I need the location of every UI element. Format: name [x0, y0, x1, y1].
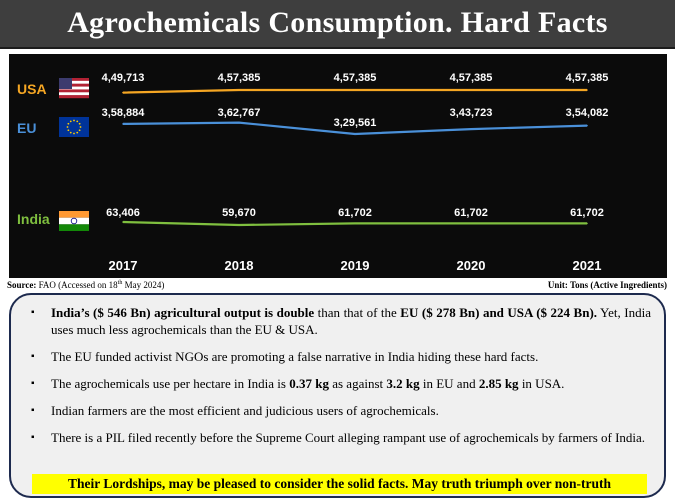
- fact-text: EU ($ 278 Bn) and USA ($ 224 Bn).: [400, 305, 598, 320]
- data-point: [470, 89, 472, 91]
- callout-banner: Their Lordships, may be pleased to consi…: [32, 474, 647, 494]
- legend-label-usa: USA: [17, 81, 47, 97]
- data-label: 3,29,561: [334, 117, 377, 129]
- data-label: 63,406: [106, 207, 140, 219]
- facts-list: ▪ India’s ($ 546 Bn) agricultural output …: [31, 304, 651, 456]
- data-label: 59,670: [222, 207, 256, 219]
- x-tick-label: 2017: [109, 258, 138, 273]
- fact-text: India’s ($ 546 Bn) agricultural output i…: [51, 305, 315, 320]
- data-label: 3,43,723: [450, 107, 493, 119]
- fact-text: in EU and: [419, 376, 479, 391]
- data-point: [354, 89, 356, 91]
- title-bar: Agrochemicals Consumption. Hard Facts: [0, 0, 675, 49]
- page-title: Agrochemicals Consumption. Hard Facts: [67, 6, 608, 39]
- data-label: 3,58,884: [102, 107, 146, 119]
- data-point: [470, 128, 472, 130]
- data-point: [586, 89, 588, 91]
- fact-text: 3.2 kg: [386, 376, 420, 391]
- data-label: 3,54,082: [566, 107, 609, 119]
- x-tick-label: 2018: [225, 258, 254, 273]
- india-flag: [59, 211, 89, 231]
- fact-text: as against: [328, 376, 387, 391]
- x-tick-label: 2021: [573, 258, 602, 273]
- fact-item: ▪ India’s ($ 546 Bn) agricultural output …: [31, 304, 651, 338]
- data-label: 4,57,385: [218, 72, 261, 84]
- square-bullet-icon: ▪: [31, 351, 35, 362]
- source-text-after: May 2024): [122, 280, 165, 290]
- data-point: [354, 133, 356, 135]
- data-point: [122, 221, 124, 223]
- source-superscript: th: [117, 280, 123, 286]
- x-tick-label: 2019: [341, 258, 370, 273]
- legend-label-eu: EU: [17, 120, 36, 136]
- fact-text: Indian farmers are the most efficient an…: [51, 403, 439, 418]
- data-point: [586, 222, 588, 225]
- data-point: [470, 222, 472, 225]
- square-bullet-icon: ▪: [31, 307, 35, 318]
- square-bullet-icon: ▪: [31, 432, 35, 443]
- fact-text: 0.37 kg: [289, 376, 329, 391]
- data-point: [238, 224, 240, 226]
- source-text: FAO (Accessed on 18: [38, 280, 118, 290]
- data-point: [238, 89, 240, 91]
- line-chart: 4,49,713 4,57,385 4,57,385 4,57,385 4,57,385…: [17, 72, 609, 273]
- fact-text: There is a PIL filed recently before the…: [51, 430, 646, 445]
- data-label: 4,49,713: [102, 72, 145, 84]
- data-point: [238, 121, 240, 124]
- square-bullet-icon: ▪: [31, 405, 35, 416]
- unit-note: Unit: Tons (Active Ingredients): [547, 280, 667, 290]
- fact-text: in USA.: [518, 376, 565, 391]
- data-label: 4,57,385: [334, 72, 377, 84]
- chart-panel: 4,49,713 4,57,385 4,57,385 4,57,385 4,57,385…: [9, 54, 667, 278]
- eu-flag: [59, 117, 89, 137]
- fact-item: ▪ The EU funded activist NGOs are promoti…: [31, 348, 651, 365]
- fact-text: 2.85 kg: [478, 376, 519, 391]
- data-label: 3,62,767: [218, 107, 261, 119]
- facts-box: ▪ India’s ($ 546 Bn) agricultural output …: [9, 293, 666, 498]
- x-tick-label: 2020: [457, 258, 486, 273]
- source-label: Source:: [7, 280, 37, 290]
- source-note: Source: FAO (Accessed on 18th May 2024): [7, 280, 164, 290]
- data-point: [354, 222, 356, 225]
- data-point: [122, 91, 124, 94]
- fact-text: Yet, India uses much less agrochemicals …: [51, 305, 651, 337]
- data-label: 4,57,385: [566, 72, 609, 84]
- fact-text: The EU funded activist NGOs are promotin…: [51, 349, 539, 364]
- data-label: 61,702: [454, 207, 488, 219]
- fact-text: than that of the: [314, 305, 401, 320]
- fact-item: ▪ The agrochemicals use per hectare in In…: [31, 375, 651, 392]
- data-point: [586, 124, 588, 127]
- data-label: 4,57,385: [450, 72, 493, 84]
- fact-item: ▪ There is a PIL filed recently before th…: [31, 429, 651, 446]
- data-point: [122, 123, 124, 125]
- data-label: 61,702: [338, 207, 372, 219]
- fact-item: ▪ Indian farmers are the most efficient a…: [31, 402, 651, 419]
- usa-flag: [59, 78, 89, 99]
- fact-text: The agrochemicals use per hectare in Ind…: [51, 376, 290, 391]
- legend-label-india: India: [17, 211, 50, 227]
- data-label: 61,702: [570, 207, 604, 219]
- square-bullet-icon: ▪: [31, 378, 35, 389]
